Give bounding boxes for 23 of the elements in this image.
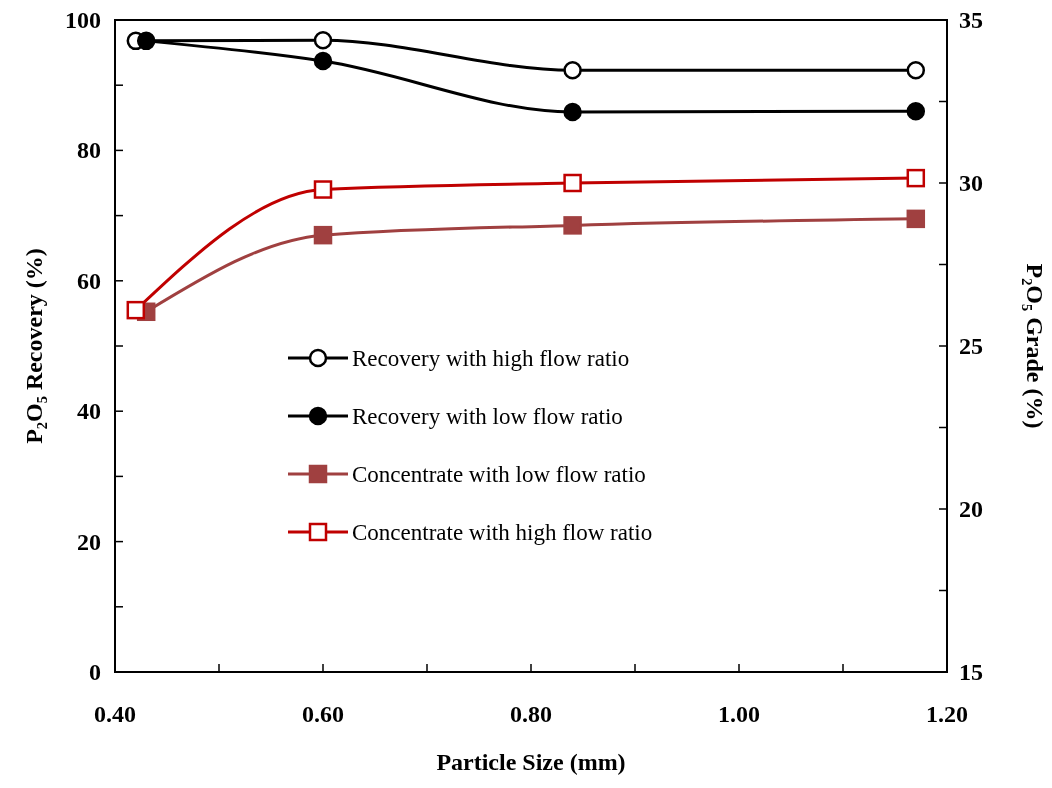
legend-label: Concentrate with low flow ratio [352, 462, 646, 487]
y-tick-label: 20 [77, 528, 101, 555]
legend-label: Concentrate with high flow ratio [352, 520, 653, 545]
x-tick-label: 1.20 [926, 701, 968, 727]
y2-tick-label: 25 [959, 333, 983, 359]
y2-tick-label: 35 [959, 7, 983, 33]
x-axis-title: Particle Size (mm) [436, 749, 626, 775]
y-tick-label: 60 [77, 267, 101, 294]
y2-tick-label: 30 [959, 170, 983, 196]
y-tick-label: 80 [77, 137, 101, 164]
legend-label: Recovery with high flow ratio [352, 346, 630, 371]
x-tick-label: 0.40 [94, 701, 136, 727]
y-tick-label: 0 [89, 659, 101, 685]
x-tick-label: 1.00 [718, 701, 760, 727]
y-axis-title: P₂O₅ Recovery (%) [21, 248, 47, 444]
y2-tick-label: 15 [959, 659, 983, 685]
y-tick-label: 40 [77, 398, 101, 425]
x-tick-label: 0.60 [302, 701, 344, 727]
y-tick-label: 100 [65, 7, 101, 33]
legend-label: Recovery with low flow ratio [352, 404, 623, 429]
y2-axis-title: P₂O₅ Grade (%) [1022, 263, 1048, 429]
y2-tick-label: 20 [959, 496, 983, 522]
x-tick-label: 0.80 [510, 701, 552, 727]
